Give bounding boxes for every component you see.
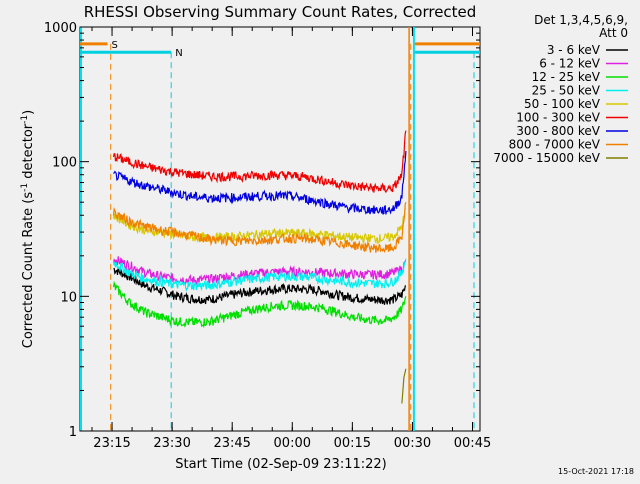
y-axis-label-suffix: )	[21, 110, 36, 115]
legend-header-2: Att 0	[599, 26, 628, 40]
y-tick-label-3: 1000	[44, 21, 77, 36]
annotation-label-0: S	[112, 40, 118, 51]
x-tick-label-1: 23:30	[153, 436, 190, 451]
y-axis: 1 10 100 1000	[44, 21, 480, 440]
series-line-7	[112, 202, 407, 254]
x-axis-label: Start Time (02-Sep-09 23:11:22)	[175, 457, 386, 472]
series-line-0	[113, 267, 407, 305]
x-tick-label-3: 00:00	[274, 436, 311, 451]
series-line-2	[112, 280, 407, 329]
series-line-8	[401, 368, 407, 404]
series-line-3	[112, 258, 407, 292]
y-axis-label-mid: detector	[21, 123, 36, 183]
legend-label-2: 12 - 25 keV	[532, 70, 601, 84]
legend-label-8: 7000 - 15000 keV	[493, 151, 600, 165]
y-axis-label: Corrected Count Rate (s-1 detector-1)	[20, 110, 36, 348]
x-tick-label-4: 00:15	[334, 436, 371, 451]
legend-label-3: 25 - 50 keV	[532, 84, 601, 98]
x-tick-label-5: 00:30	[394, 436, 431, 451]
legend-label-5: 100 - 300 keV	[516, 111, 600, 125]
legend-label-0: 3 - 6 keV	[547, 43, 601, 57]
x-tick-label-2: 23:45	[213, 436, 250, 451]
legend-label-6: 300 - 800 keV	[516, 124, 600, 138]
legend-label-7: 800 - 7000 keV	[509, 138, 601, 152]
y-tick-label-1: 10	[60, 290, 77, 305]
y-axis-label-prefix: Corrected Count Rate (s	[21, 192, 36, 349]
x-axis: 23:15 23:30 23:45 00:00 00:15 00:30 00:45	[91, 27, 491, 451]
series-lines	[112, 130, 407, 404]
y-tick-label-2: 100	[52, 156, 77, 171]
series-line-5	[112, 130, 407, 194]
y-axis-label-sup: -1	[20, 183, 30, 192]
legend-label-1: 6 - 12 keV	[539, 57, 601, 71]
legend-header-1: Det 1,3,4,5,6,9,	[534, 13, 628, 27]
legend-label-4: 50 - 100 keV	[524, 97, 601, 111]
generation-timestamp: 15-Oct-2021 17:18	[558, 467, 634, 476]
y-tick-label-0: 1	[69, 425, 77, 440]
x-tick-label-6: 00:45	[454, 436, 491, 451]
annotation-label-1: N	[175, 48, 182, 59]
annotation-lines: SN	[80, 27, 480, 431]
x-tick-label-0: 23:15	[93, 436, 130, 451]
chart-title: RHESSI Observing Summary Count Rates, Co…	[84, 3, 477, 21]
series-line-6	[113, 150, 407, 215]
y-axis-label-sup2: -1	[20, 115, 30, 124]
